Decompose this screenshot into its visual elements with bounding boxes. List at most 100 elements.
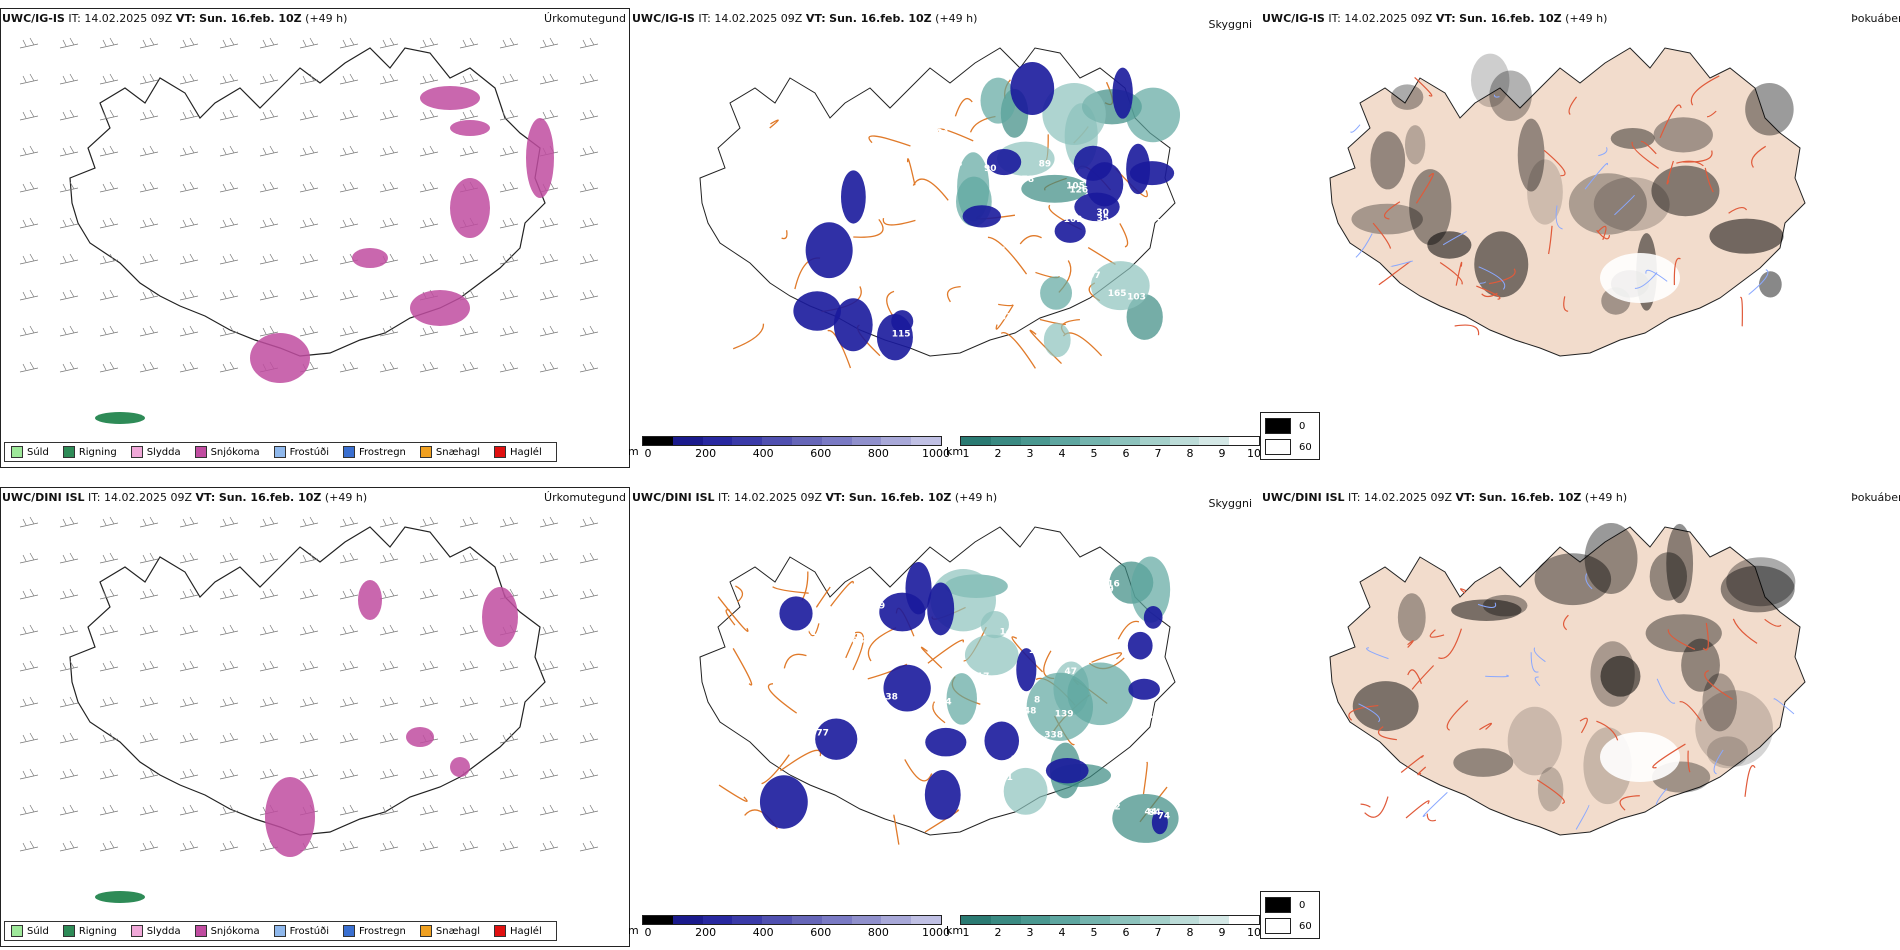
colorbar-strip: [960, 436, 1260, 446]
snow-area: [406, 727, 434, 747]
legend-item: Snæhagl: [419, 925, 480, 937]
road-line: [1744, 765, 1756, 797]
legend-label: Súld: [27, 446, 49, 458]
cloud-base-label: 90: [984, 164, 997, 174]
cloud-base-label: 38: [885, 693, 898, 703]
road-line: [1407, 669, 1422, 684]
cloud-base-label: 8: [1034, 696, 1040, 706]
wind-barb: [99, 516, 119, 528]
wind-barb: [219, 361, 239, 373]
colorbar-ticks: 0 200 400 600 800 1000: [642, 446, 951, 460]
road-line: [732, 323, 765, 350]
road-line: [954, 98, 973, 117]
colorbar-tick-label: 1: [962, 447, 970, 460]
road-line: [927, 639, 965, 664]
fog-area: [1584, 522, 1638, 594]
precip-map: [19, 37, 599, 424]
cloud-base-area: [1143, 605, 1163, 629]
river-line: [1530, 652, 1539, 673]
wind-barb: [139, 217, 159, 229]
road-line: [1596, 229, 1611, 240]
wind-barb: [219, 804, 239, 816]
wind-barb: [419, 145, 439, 157]
river-line: [1656, 678, 1676, 704]
river-line: [1645, 269, 1668, 282]
wind-barb: [539, 588, 559, 600]
wind-barb: [139, 73, 159, 85]
fog-area: [1352, 681, 1419, 732]
legend-item: Slydda: [130, 446, 181, 458]
fog-area: [1470, 53, 1510, 108]
colorbar-segment: [791, 916, 822, 924]
visibility-area: [964, 634, 1019, 676]
colorbar-segment: [762, 916, 792, 924]
wind-barb: [379, 37, 399, 49]
cloud-base-area: [1016, 648, 1037, 692]
legend-item: Súld: [11, 925, 49, 937]
river-line: [1422, 791, 1448, 817]
wind-barb: [219, 660, 239, 672]
cloud-base-label: 30: [1055, 583, 1068, 593]
colorbar-tick-label: 4: [1058, 926, 1066, 939]
fog-area: [1649, 552, 1688, 601]
cloud-base-area: [1054, 219, 1086, 243]
snow-area: [420, 86, 480, 110]
cloud-base-label: 92: [920, 276, 933, 286]
colorbar-segment: [762, 437, 792, 445]
cloud-base-label: 56: [1121, 725, 1134, 735]
fog-area: [1568, 173, 1647, 235]
wind-barb: [219, 37, 239, 49]
cloud-base-label: 35: [1097, 214, 1110, 224]
road-line: [893, 814, 900, 845]
cloud-base-area: [759, 775, 808, 829]
wind-barb: [579, 804, 599, 816]
wind-barb: [339, 516, 359, 528]
legend-swatch: [494, 446, 507, 458]
cloud-base-label: 17: [977, 672, 990, 682]
wind-barb: [499, 516, 519, 528]
wind-barb: [459, 732, 479, 744]
wind-barb: [179, 37, 199, 49]
wind-barb: [579, 37, 599, 49]
colorbar-unit: km: [946, 445, 964, 458]
wind-barb: [19, 109, 39, 121]
fog-area: [1527, 159, 1563, 225]
colorbar-tick-label: 1000: [922, 926, 950, 939]
colorbar-ticks: 0 200 400 600 800 1000: [642, 925, 951, 939]
wind-barb: [539, 361, 559, 373]
wind-barb: [379, 217, 399, 229]
panel-field-label: Þokuábendi: [1851, 12, 1900, 25]
legend-label: Frostregn: [359, 925, 406, 937]
wind-barb: [139, 325, 159, 337]
wind-barb: [179, 145, 199, 157]
wind-barb: [179, 660, 199, 672]
wind-barb: [139, 588, 159, 600]
wind-barb: [539, 660, 559, 672]
wind-barb: [499, 732, 519, 744]
wind-barb: [99, 588, 119, 600]
colorbar-segment: [1139, 437, 1170, 445]
fog-legend-label: 0: [1299, 899, 1306, 911]
fog-panel-top: UWC/IG-IS IT: 14.02.2025 09Z VT: Sun. 16…: [1260, 8, 1900, 468]
wind-barb: [219, 145, 239, 157]
wind-barb: [499, 181, 519, 193]
wind-barb: [59, 732, 79, 744]
wind-barb: [579, 840, 599, 852]
colorbar-segment: [821, 437, 852, 445]
legend-label: Frostúði: [289, 446, 329, 458]
wind-barb: [459, 660, 479, 672]
cloud-base-label: 86: [993, 246, 1006, 256]
river-line: [1634, 272, 1658, 289]
legend-swatch: [194, 925, 207, 937]
wind-barb: [419, 804, 439, 816]
river-line: [1366, 647, 1389, 660]
cloud-base-label: 123: [1134, 712, 1153, 722]
wind-barb: [539, 289, 559, 301]
fog-area: [1391, 84, 1424, 110]
wind-barb: [379, 109, 399, 121]
cloud-base-area: [1010, 62, 1055, 115]
river-line: [1485, 674, 1510, 678]
colorbar-tick-label: 3: [1026, 926, 1034, 939]
legend-label: Rigning: [78, 446, 117, 458]
cloud-base-label: 153: [1071, 802, 1090, 812]
